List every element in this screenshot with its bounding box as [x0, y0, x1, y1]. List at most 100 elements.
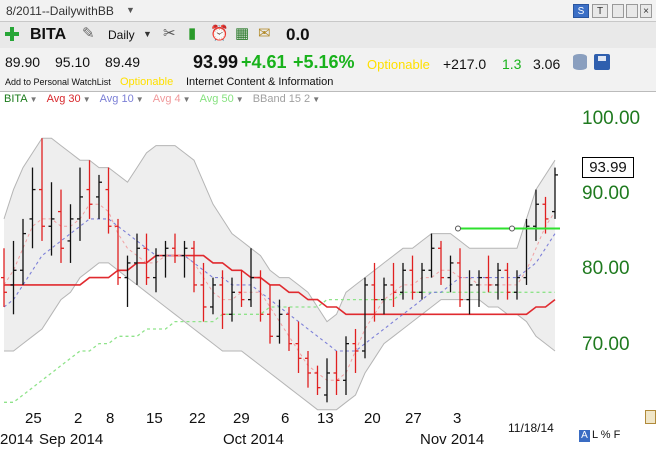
date-tick: 22 [189, 410, 206, 427]
price-chart[interactable] [0, 92, 656, 453]
month-label: 2014 [0, 431, 34, 448]
ohlc-bar [86, 160, 93, 219]
restore-icon[interactable] [626, 4, 638, 18]
chevron-down-icon[interactable]: ▼ [82, 95, 91, 104]
calculator-icon[interactable]: ▦ [235, 25, 250, 42]
ohlc-bar [229, 277, 235, 322]
ohlc-bar [248, 248, 254, 307]
toolbar: BITA ✎ Daily ▼ ✂ ▮ ⏰ ▦ ✉ 0.0 [0, 22, 656, 48]
window-title: 8/2011--DailywithBB [6, 4, 114, 18]
ohlc-bar [58, 189, 64, 263]
month-label: Nov 2014 [420, 431, 485, 448]
chevron-down-icon[interactable]: ▼ [182, 95, 191, 104]
save-icon[interactable] [594, 54, 610, 70]
bar-chart-icon[interactable]: ▮ [188, 25, 197, 42]
ohlc-bar [153, 248, 159, 293]
value-2: 1.3 [502, 56, 522, 72]
price-tick: 80.00 [582, 258, 630, 279]
chevron-down-icon[interactable]: ▼ [235, 95, 244, 104]
ohlc-bar [20, 218, 26, 285]
add-to-watchlist-link[interactable]: Add to Personal WatchList [5, 77, 111, 87]
bollinger-upper-line [3, 137, 556, 323]
price-tick: 70.00 [582, 334, 630, 355]
chevron-down-icon[interactable]: ▼ [29, 95, 38, 104]
ohlc-bar [29, 167, 36, 249]
ohlc-bar [419, 262, 425, 300]
date-tick: 2 [74, 410, 83, 427]
t-button[interactable]: T [592, 4, 608, 18]
add-icon[interactable] [4, 26, 20, 42]
avg4-line [3, 203, 556, 381]
month-label: Sep 2014 [39, 431, 104, 448]
ohlc-bar [48, 182, 55, 256]
pencil-icon[interactable] [645, 410, 656, 424]
date-stamp: 11/18/14 [508, 421, 554, 435]
note-icon[interactable]: ✉ [258, 25, 271, 42]
ohlc-bar [162, 240, 169, 278]
ohlc-bar [371, 262, 378, 322]
ohlc-bar [295, 321, 302, 373]
scale-options[interactable]: L % F [592, 429, 621, 441]
minimize-icon[interactable] [612, 4, 624, 18]
chevron-down-icon[interactable]: ▼ [135, 95, 144, 104]
counter-value: 0.0 [286, 25, 310, 44]
period-select[interactable]: Daily [108, 28, 135, 42]
date-tick: 29 [233, 410, 250, 427]
ohlc-bar [191, 240, 197, 293]
date-tick: 25 [25, 410, 42, 427]
ohlc-bar [257, 270, 264, 322]
ohlc-bar [219, 270, 226, 329]
chevron-down-icon[interactable]: ▼ [126, 5, 135, 15]
legend-bband[interactable]: BBand 15 2 [252, 93, 311, 105]
ohlc-bar [115, 218, 121, 285]
quote-bar: 89.90 95.10 89.49 93.99 +4.61 +5.16% Opt… [0, 48, 656, 92]
ohlc-bar [238, 270, 245, 307]
date-tick: 13 [317, 410, 334, 427]
date-tick: 3 [453, 410, 462, 427]
price-bars [1, 138, 558, 403]
ohlc-bar [362, 277, 368, 359]
optionable-label: Optionable [367, 57, 430, 72]
ohlc-bar [533, 189, 539, 241]
legend-avg10[interactable]: Avg 10 [99, 93, 134, 105]
legend-bita[interactable]: BITA [4, 93, 28, 105]
price-tick: 90.00 [582, 183, 630, 204]
indicator-legend: BITA ▼ Avg 30 ▼ Avg 10 ▼ Avg 4 ▼ Avg 50 ▼ BBa… [0, 93, 326, 105]
ohlc-bar [276, 299, 283, 344]
database-icon[interactable] [573, 54, 587, 70]
legend-avg50[interactable]: Avg 50 [199, 93, 234, 105]
ohlc-bar [352, 328, 359, 373]
legend-avg4[interactable]: Avg 4 [152, 93, 181, 105]
bollinger-band-fill [4, 138, 555, 410]
value-1: +217.0 [443, 56, 487, 72]
ohlc-bar [305, 350, 311, 388]
tools-icon[interactable]: ✂ [163, 25, 176, 42]
ohlc-bar [143, 233, 150, 285]
pin-icon[interactable]: ✎ [82, 25, 95, 42]
symbol-label[interactable]: BITA [30, 26, 67, 43]
ohlc-bar [504, 262, 511, 300]
ohlc-bar [200, 262, 207, 322]
scale-button[interactable]: A [579, 430, 590, 442]
ohlc-bar [390, 262, 397, 307]
chevron-down-icon[interactable]: ▼ [312, 95, 321, 104]
ohlc-bar [476, 270, 482, 307]
price-change: +4.61 [241, 52, 287, 72]
line-anchor-point[interactable] [509, 225, 515, 232]
ohlc-bar [96, 174, 102, 219]
ohlc-bar [514, 270, 520, 300]
legend-avg30[interactable]: Avg 30 [46, 93, 81, 105]
alarm-clock-icon[interactable]: ⏰ [210, 25, 229, 42]
date-tick: 6 [281, 410, 290, 427]
ohlc-bar [1, 248, 7, 307]
s-button[interactable]: S [573, 4, 589, 18]
ohlc-bar [333, 350, 340, 395]
date-tick: 27 [405, 410, 422, 427]
close-icon[interactable]: × [640, 4, 652, 18]
avg30-line [4, 254, 556, 316]
ohlc-bar [77, 167, 83, 241]
chevron-down-icon[interactable]: ▼ [143, 29, 152, 39]
line-anchor-point[interactable] [455, 225, 461, 232]
ohlc-bar [447, 255, 454, 293]
ohlc-bar [39, 138, 45, 241]
